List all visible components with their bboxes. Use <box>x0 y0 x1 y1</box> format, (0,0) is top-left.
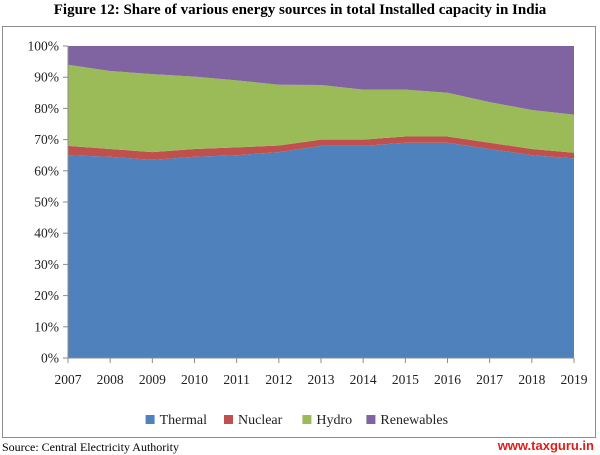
legend-swatch-renewables <box>366 415 376 424</box>
area-hydro <box>68 64 574 153</box>
y-tick-label: 60% <box>34 163 59 178</box>
stacked-area-chart: 0% 10% 20% 30% 40% 50% 60% 70% 80% 90% 100% 2007 200… <box>28 39 588 429</box>
y-tick-label: 80% <box>34 101 59 116</box>
legend-swatch-hydro <box>302 415 312 424</box>
x-tick-label: 2018 <box>518 372 545 387</box>
x-tick-label: 2012 <box>265 372 292 387</box>
x-tick-label: 2017 <box>476 372 503 387</box>
watermark-logo: www.taxguru.in <box>497 438 594 453</box>
x-tick-label: 2008 <box>97 372 124 387</box>
area-renewables <box>68 46 574 115</box>
legend-label-thermal: Thermal <box>160 413 208 428</box>
y-tick-label: 90% <box>34 70 59 85</box>
area-nuclear <box>68 136 574 160</box>
x-tick-label: 2015 <box>392 372 419 387</box>
legend-label-nuclear: Nuclear <box>238 413 283 428</box>
x-tick-label: 2007 <box>55 372 82 387</box>
source-note: Source: Central Electricity Authority <box>2 440 179 454</box>
x-tick-label: 2009 <box>139 372 166 387</box>
legend-swatch-nuclear <box>224 415 233 424</box>
legend-label-hydro: Hydro <box>316 413 352 428</box>
x-tick-label: 2011 <box>223 372 250 387</box>
y-tick-label: 0% <box>41 351 59 366</box>
y-tick-label: 30% <box>34 257 59 272</box>
area-thermal <box>68 142 574 358</box>
y-tick-label: 100% <box>28 39 60 54</box>
y-tick-label: 50% <box>34 195 59 210</box>
y-tick-label: 20% <box>34 288 59 303</box>
chart-area: 0% 10% 20% 30% 40% 50% 60% 70% 80% 90% 100% 2007 200… <box>2 26 596 438</box>
figure-title: Figure 12: Share of various energy sourc… <box>53 2 547 18</box>
legend-swatch-thermal <box>145 415 155 424</box>
x-tick-label: 2013 <box>308 372 335 387</box>
y-tick-label: 40% <box>34 226 59 241</box>
y-tick-label: 10% <box>34 319 59 334</box>
x-tick-label: 2019 <box>561 372 588 387</box>
legend-label-renewables: Renewables <box>380 413 448 428</box>
x-tick-label: 2016 <box>434 372 461 387</box>
y-tick-label: 70% <box>34 132 59 147</box>
x-tick-label: 2010 <box>181 372 208 387</box>
x-tick-label: 2014 <box>350 372 377 387</box>
